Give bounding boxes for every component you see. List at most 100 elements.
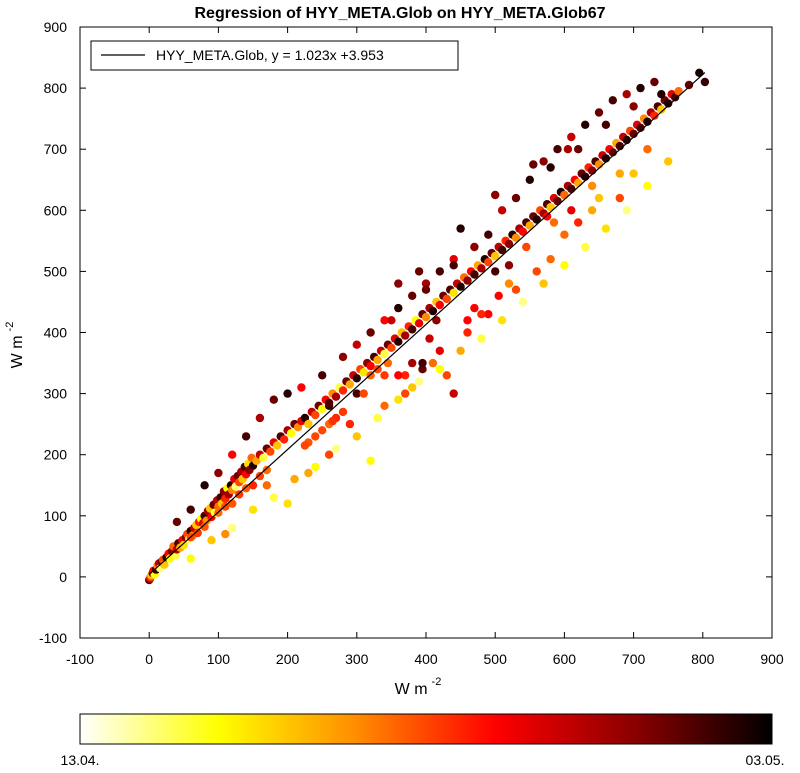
data-point-305 [248,481,258,490]
data-point-192 [186,505,195,514]
x-tick-label--100: -100 [66,651,94,667]
data-point-69 [266,447,275,456]
data-point-327 [418,365,427,374]
data-point-224 [636,83,645,93]
data-point-235 [601,120,611,129]
regression-line [148,72,706,575]
data-point-112 [414,319,424,328]
y-axis-label-base: W m [9,335,26,368]
data-point-205 [380,316,389,325]
data-point-188 [684,80,694,90]
data-point-234 [574,145,583,154]
data-point-90 [338,386,348,395]
data-point-122 [449,288,458,297]
data-point-230 [324,401,334,410]
data-point-114 [421,313,431,322]
data-point-252 [456,346,465,355]
data-point-223 [622,90,631,99]
data-point-219 [567,132,576,142]
data-point-330 [435,346,444,355]
data-point-270 [587,206,597,215]
x-axis-label-base: W m [395,681,428,698]
data-point-315 [587,181,597,191]
data-point-100 [373,355,382,365]
data-point-304 [241,484,251,493]
data-point-247 [352,432,361,441]
data-point-218 [553,145,562,154]
data-point-154 [560,190,569,200]
data-point-75 [286,429,296,438]
data-point-326 [477,310,486,319]
data-point-307 [262,465,271,475]
y-tick-label-900: 900 [44,19,68,35]
data-point-162 [587,166,597,175]
data-point-248 [373,413,382,423]
data-point-245 [311,462,320,472]
data-point-251 [435,365,444,374]
data-point-284 [574,218,583,227]
data-point-303 [235,490,244,499]
data-point-222 [608,96,617,105]
data-point-209 [435,267,444,276]
data-point-136 [497,245,507,255]
data-point-80 [304,419,313,429]
data-point-184 [664,99,673,108]
data-point-178 [643,117,652,126]
data-point-106 [394,337,403,346]
data-point-203 [352,340,361,349]
x-tick-label-800: 800 [691,651,715,667]
data-point-257 [560,261,569,270]
data-point-253 [477,334,486,343]
y-tick-label-600: 600 [44,202,68,218]
data-point-221 [594,108,604,117]
data-point-272 [304,468,313,478]
data-point-156 [567,184,576,194]
data-point-268 [532,267,541,276]
data-point-227 [414,267,424,276]
data-point-322 [522,242,531,252]
y-tick-label-800: 800 [44,80,68,96]
data-point-214 [497,206,507,215]
data-point-329 [425,334,434,343]
data-point-94 [352,374,361,383]
data-point-73 [279,435,289,444]
data-point-281 [484,310,493,319]
x-axis-label: W m -2 [395,676,442,698]
data-point-325 [494,291,503,300]
x-tick-label-200: 200 [276,651,300,667]
data-point-202 [338,352,348,362]
x-tick-label-400: 400 [414,651,438,667]
data-point-96 [359,368,368,377]
data-point-265 [442,371,451,380]
data-point-297 [380,371,389,380]
data-point-258 [581,242,590,252]
axis-ticks: -100 0 100 200 300 400 500 600 700 800 900 -100 0 100… [39,19,784,667]
data-point-132 [484,258,493,267]
data-point-128 [470,270,479,279]
data-point-195 [228,450,237,459]
data-point-216 [525,175,534,184]
data-point-312 [463,316,472,325]
y-tick-label-500: 500 [44,263,68,279]
data-point-110 [408,325,417,334]
data-point-198 [269,395,278,404]
x-tick-label-100: 100 [207,651,231,667]
y-tick-label-200: 200 [44,447,68,463]
data-point-152 [553,196,562,206]
data-point-249 [394,395,403,404]
data-point-210 [449,255,458,264]
data-point-306 [255,471,265,481]
data-point-207 [408,291,417,300]
data-point-292 [338,407,348,417]
data-point-233 [546,163,555,172]
data-point-261 [643,181,652,191]
data-point-299 [359,389,368,398]
y-tick-label--100: -100 [39,630,67,646]
data-point-150 [546,203,555,212]
x-tick-label-600: 600 [553,651,577,667]
data-point-201 [318,371,327,380]
data-point-240 [207,536,216,545]
data-point-193 [200,481,209,490]
